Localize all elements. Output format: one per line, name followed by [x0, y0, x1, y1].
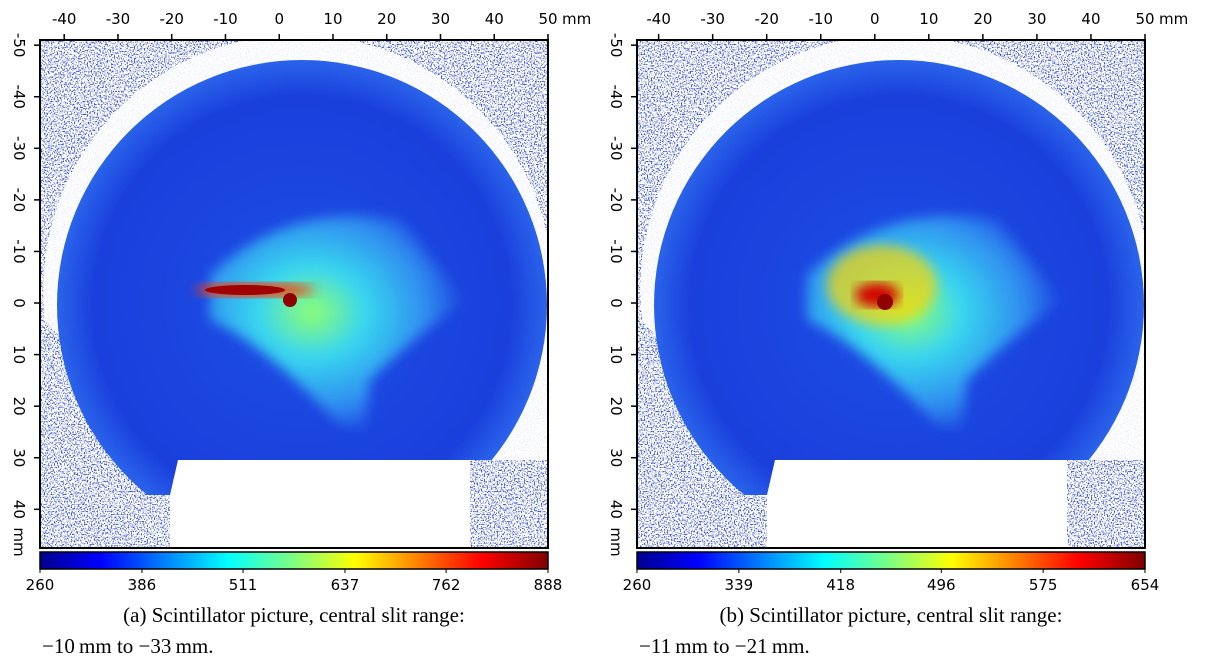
colorbar — [636, 551, 1146, 570]
colorbar-tick-label: 418 — [826, 576, 855, 594]
x-tick-label: 50 — [1135, 10, 1154, 28]
x-tick-label: -20 — [159, 10, 184, 28]
colorbar-tick-label: 339 — [725, 576, 754, 594]
x-tick-label: -10 — [213, 10, 238, 28]
x-tick-label: 30 — [1027, 10, 1046, 28]
colorbar-tick-label: 260 — [623, 576, 652, 594]
panel: -40 -30 -20 -10 0 10 20 30 40 50 mm -50 -40 -30 -20 -10… — [607, 10, 1188, 658]
colorbar-tick-label: 260 — [26, 576, 55, 594]
x-tick-label: -40 — [646, 10, 671, 28]
disk — [57, 60, 547, 495]
caption-line: (b) Scintillator picture, central slit r… — [720, 603, 1063, 627]
y-tick-label: 20 — [607, 397, 625, 416]
bottom-clear — [170, 450, 470, 548]
colorbar-tick-label: 637 — [331, 576, 360, 594]
colorbar-tick-label: 386 — [128, 576, 157, 594]
colorbar-tick-label: 762 — [432, 576, 461, 594]
y-tick-label: 30 — [607, 448, 625, 467]
x-tick-label: -40 — [52, 10, 77, 28]
y-tick-label: 40 — [10, 500, 28, 519]
hot-core — [205, 285, 285, 295]
y-tick-label: -20 — [10, 188, 28, 213]
caption-line: −11 mm to −21 mm. — [639, 634, 810, 658]
y-tick-label: -20 — [607, 188, 625, 213]
colorbar-tick-label: 888 — [534, 576, 563, 594]
panel: -40 -30 -20 -10 0 10 20 30 40 50 mm -50 -40 -30 -20 -10… — [10, 10, 591, 658]
x-tick-label: 40 — [485, 10, 504, 28]
x-tick-label: 20 — [377, 10, 396, 28]
hot-spot — [877, 294, 893, 310]
y-tick-label: -30 — [607, 136, 625, 161]
y-unit: mm — [10, 527, 28, 556]
y-tick-label: 0 — [10, 298, 28, 308]
colorbar-tick-label: 511 — [229, 576, 258, 594]
y-tick-label: -40 — [10, 84, 28, 109]
y-tick-label: -10 — [607, 239, 625, 264]
scintillator-image — [40, 40, 548, 548]
colorbar-tick-label: 575 — [1029, 576, 1058, 594]
x-unit: mm — [1159, 10, 1188, 28]
x-tick-label: 50 — [538, 10, 557, 28]
x-tick-label: 30 — [431, 10, 450, 28]
bottom-clear — [767, 450, 1067, 548]
y-tick-label: 0 — [607, 298, 625, 308]
x-tick-label: 40 — [1081, 10, 1100, 28]
y-tick-label: -40 — [607, 84, 625, 109]
x-tick-label: -10 — [808, 10, 833, 28]
y-unit: mm — [607, 527, 625, 556]
image-frame — [636, 39, 1146, 549]
caption-line: −10 mm to −33 mm. — [42, 634, 214, 658]
y-tick-label: 10 — [607, 345, 625, 364]
hot-spot — [283, 293, 297, 307]
scintillator-image — [637, 40, 1145, 548]
image-frame — [39, 39, 549, 549]
x-tick-label: -30 — [106, 10, 131, 28]
caption-line: (a) Scintillator picture, central slit r… — [123, 603, 465, 627]
beam-blob — [210, 215, 465, 430]
y-tick-label: -10 — [10, 239, 28, 264]
y-tick-label: 10 — [10, 345, 28, 364]
x-unit: mm — [562, 10, 591, 28]
x-tick-label: -30 — [700, 10, 725, 28]
colorbar-tick-label: 496 — [927, 576, 956, 594]
y-tick-label: 20 — [10, 397, 28, 416]
y-tick-label: -30 — [10, 136, 28, 161]
x-tick-label: 20 — [973, 10, 992, 28]
x-tick-label: 0 — [870, 10, 880, 28]
y-tick-label: -50 — [10, 33, 28, 58]
colorbar — [39, 551, 549, 570]
x-tick-label: -20 — [754, 10, 779, 28]
colorbar-tick-label: 654 — [1131, 576, 1160, 594]
y-tick-label: 40 — [607, 500, 625, 519]
x-tick-label: 10 — [919, 10, 938, 28]
x-tick-label: 0 — [274, 10, 284, 28]
disk — [654, 60, 1144, 495]
y-tick-label: 30 — [10, 448, 28, 467]
y-tick-label: -50 — [607, 33, 625, 58]
x-tick-label: 10 — [323, 10, 342, 28]
